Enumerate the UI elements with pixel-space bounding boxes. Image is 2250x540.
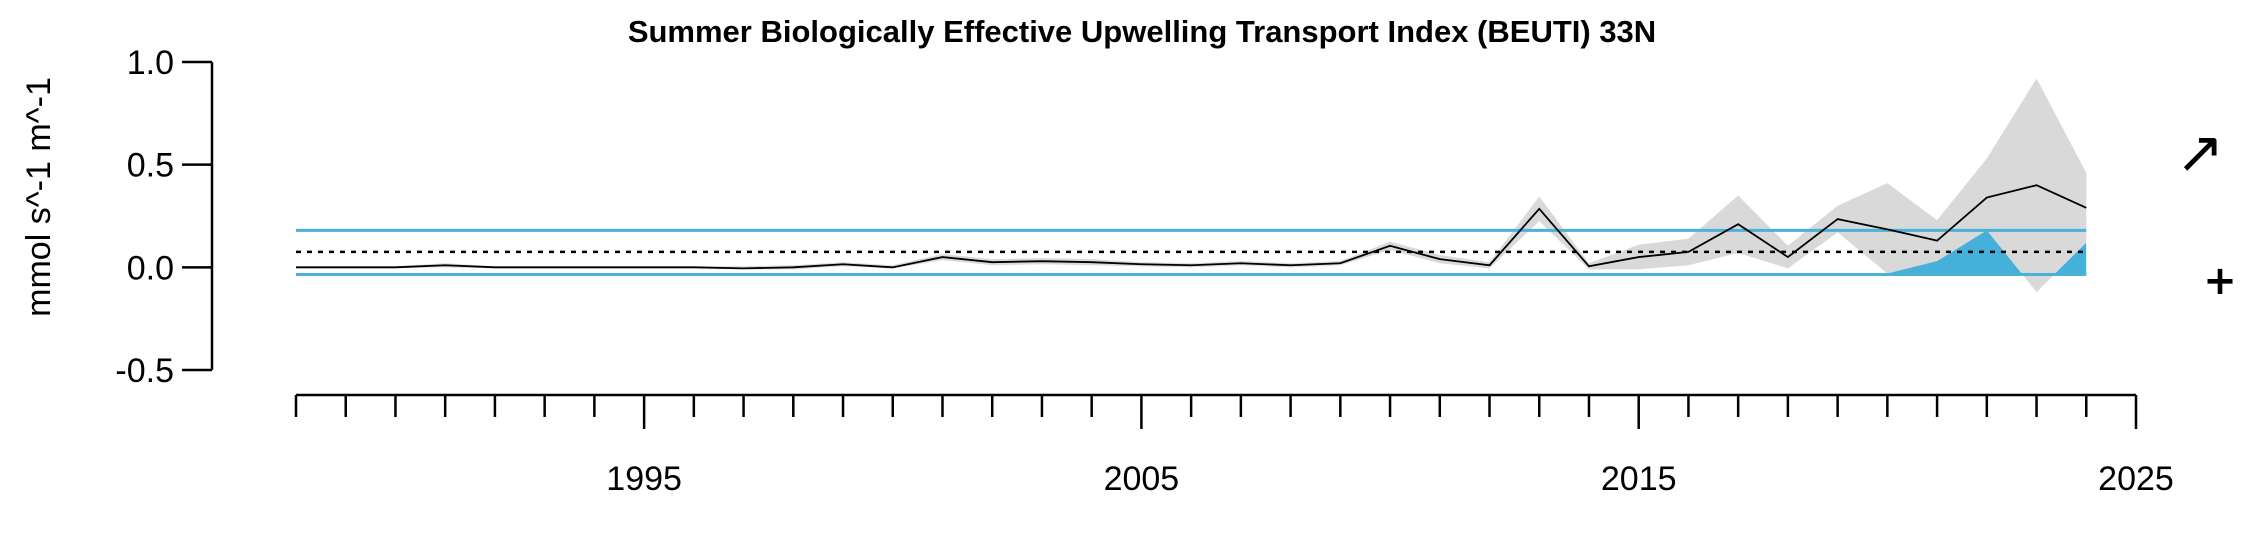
chart-title: Summer Biologically Effective Upwelling … xyxy=(628,14,1656,49)
mean-status-symbol: + xyxy=(2203,258,2237,304)
x-tick-label: 1995 xyxy=(606,460,682,498)
error-band xyxy=(296,78,2087,292)
reference-lines-layer xyxy=(296,228,2087,277)
y-tick-label: -0.5 xyxy=(115,352,174,390)
labels-layer: Summer Biologically Effective Upwelling … xyxy=(20,14,2237,498)
x-tick-label: 2015 xyxy=(1601,460,1677,498)
series-layer xyxy=(296,184,2087,270)
trend-arrow-icon: ↗ xyxy=(2176,118,2225,186)
x-tick-label: 2025 xyxy=(2098,460,2174,498)
axes-layer xyxy=(182,60,2138,429)
y-tick-label: 0.5 xyxy=(127,147,174,185)
y-tick-label: 0.0 xyxy=(127,249,174,287)
recent-below-fill xyxy=(1887,230,2087,275)
y-tick-label: 1.0 xyxy=(127,44,174,82)
y-axis-title: mmol s^-1 m^-1 xyxy=(20,77,58,317)
error-band-layer xyxy=(296,78,2087,292)
recent-window-layer xyxy=(1887,230,2087,275)
series-line xyxy=(296,184,2087,270)
x-tick-label: 2005 xyxy=(1104,460,1180,498)
